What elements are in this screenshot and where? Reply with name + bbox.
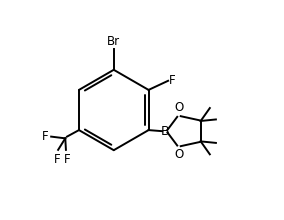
Text: F: F	[169, 74, 176, 87]
Text: F: F	[54, 153, 60, 166]
Text: F: F	[64, 153, 70, 166]
Text: O: O	[174, 148, 183, 161]
Text: B: B	[160, 125, 169, 138]
Text: Br: Br	[107, 35, 120, 48]
Text: F: F	[41, 130, 48, 143]
Text: O: O	[174, 101, 183, 114]
